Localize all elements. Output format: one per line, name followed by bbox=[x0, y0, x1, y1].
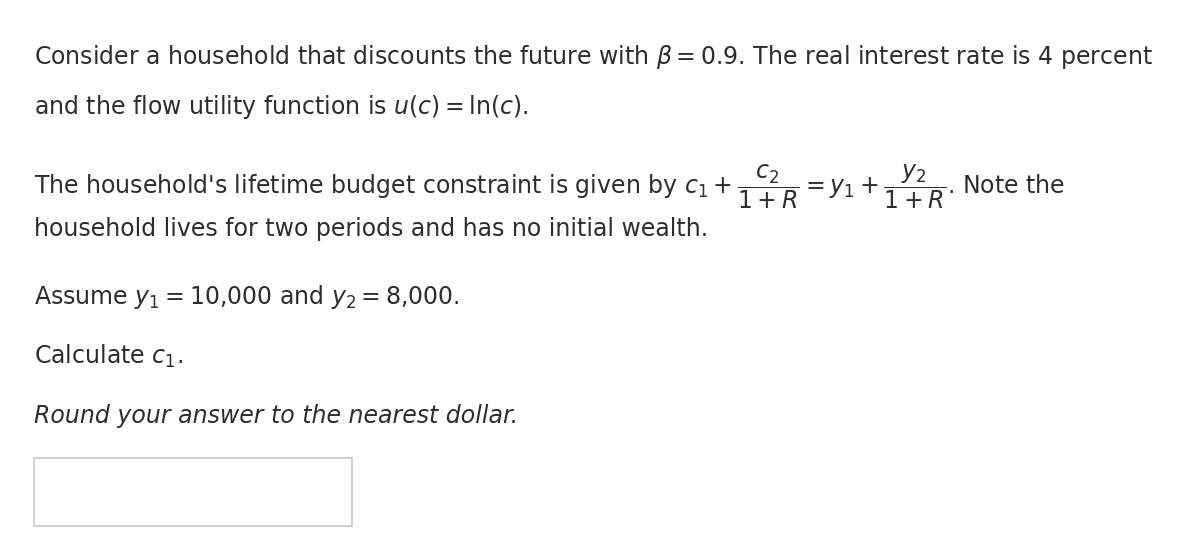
Text: Round your answer to the nearest dollar.: Round your answer to the nearest dollar. bbox=[34, 404, 517, 428]
Text: Consider a household that discounts the future with $\beta = 0.9$. The real inte: Consider a household that discounts the … bbox=[34, 43, 1152, 72]
FancyBboxPatch shape bbox=[34, 458, 352, 526]
Text: Calculate $c_1$.: Calculate $c_1$. bbox=[34, 343, 182, 370]
Text: Assume $y_1 = 10{,}000$ and $y_2 = 8{,}000$.: Assume $y_1 = 10{,}000$ and $y_2 = 8{,}0… bbox=[34, 283, 460, 311]
Text: household lives for two periods and has no initial wealth.: household lives for two periods and has … bbox=[34, 217, 708, 241]
Text: and the flow utility function is $u(c) = \ln(c)$.: and the flow utility function is $u(c) =… bbox=[34, 93, 528, 121]
Text: The household's lifetime budget constraint is given by $c_1 + \dfrac{c_2}{1+R} =: The household's lifetime budget constrai… bbox=[34, 163, 1064, 211]
